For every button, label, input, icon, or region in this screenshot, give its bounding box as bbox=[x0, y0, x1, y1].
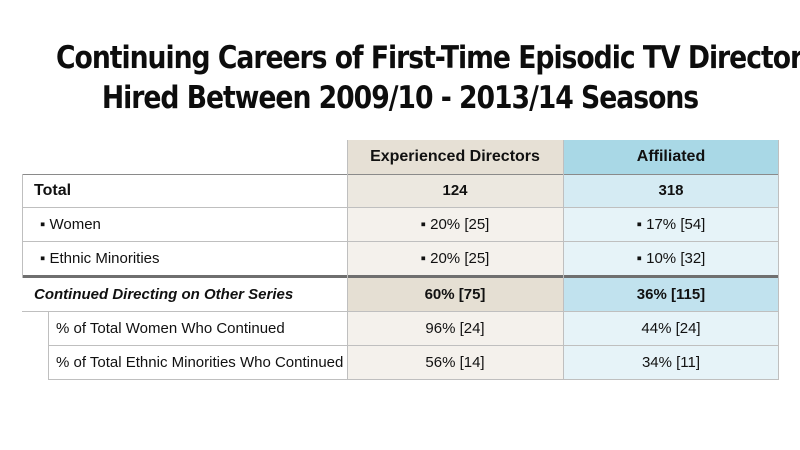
vrule-col-2 bbox=[563, 140, 564, 379]
row-label-total: Total bbox=[34, 181, 72, 199]
vrule-left-outer bbox=[22, 174, 23, 278]
title-line-1: Continuing Careers of First-Time Episodi… bbox=[56, 40, 800, 76]
rule-2 bbox=[22, 241, 779, 242]
cell-minorities-continued-experienced: 56% [14] bbox=[347, 346, 563, 379]
cell-women-affiliated: ▪ 17% [54] bbox=[563, 208, 779, 241]
column-header-experienced: Experienced Directors bbox=[347, 140, 563, 174]
cell-women-continued-affiliated: 44% [24] bbox=[563, 312, 779, 345]
row-label-ethnic-minorities: ▪ Ethnic Minorities bbox=[40, 250, 160, 267]
rule-3 bbox=[22, 311, 779, 312]
row-label-minorities-continued: % of Total Ethnic Minorities Who Continu… bbox=[56, 354, 344, 371]
cell-minorities-affiliated: ▪ 10% [32] bbox=[563, 242, 779, 275]
vrule-left-inner bbox=[48, 311, 49, 379]
rule-1 bbox=[22, 207, 779, 208]
cell-continued-affiliated: 36% [115] bbox=[563, 278, 779, 311]
cell-total-experienced: 124 bbox=[347, 174, 563, 207]
cell-women-experienced: ▪ 20% [25] bbox=[347, 208, 563, 241]
rule-bottom bbox=[48, 379, 779, 380]
cell-minorities-experienced: ▪ 20% [25] bbox=[347, 242, 563, 275]
column-header-affiliated: Affiliated bbox=[563, 140, 779, 174]
rule-header-top bbox=[22, 174, 779, 175]
row-label-women-continued: % of Total Women Who Continued bbox=[56, 320, 285, 337]
row-label-continued: Continued Directing on Other Series bbox=[34, 286, 294, 303]
chart-title: Continuing Careers of First-Time Episodi… bbox=[56, 38, 800, 118]
cell-minorities-continued-affiliated: 34% [11] bbox=[563, 346, 779, 379]
rule-4 bbox=[48, 345, 779, 346]
title-line-2: Hired Between 2009/10 - 2013/14 Seasons bbox=[101, 80, 699, 116]
vrule-right bbox=[778, 140, 779, 379]
row-label-women: ▪ Women bbox=[40, 216, 101, 233]
cell-total-affiliated: 318 bbox=[563, 174, 779, 207]
vrule-col-1 bbox=[347, 140, 348, 379]
cell-continued-experienced: 60% [75] bbox=[347, 278, 563, 311]
cell-women-continued-experienced: 96% [24] bbox=[347, 312, 563, 345]
rule-section bbox=[22, 275, 779, 278]
